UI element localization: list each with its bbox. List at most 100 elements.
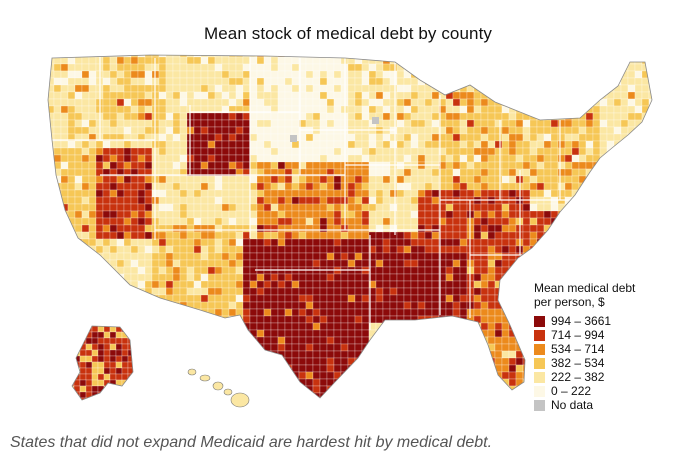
county-cell	[53, 217, 62, 226]
county-cell	[403, 55, 412, 58]
county-cell	[40, 260, 47, 267]
county-cell	[235, 245, 244, 254]
county-cell	[305, 154, 314, 163]
legend-label: No data	[551, 398, 594, 412]
county-cell	[277, 84, 286, 93]
county-cell	[193, 350, 202, 359]
county-cell	[172, 231, 181, 240]
alaska-borough	[134, 320, 140, 326]
alaska-borough	[115, 349, 123, 357]
county-cell	[53, 259, 62, 268]
county-cell	[536, 245, 545, 254]
county-cell	[522, 175, 531, 184]
county-cell	[438, 63, 447, 72]
county-cell	[326, 196, 335, 205]
county-cell	[375, 196, 384, 205]
county-cell	[165, 196, 174, 205]
alaska-borough	[127, 355, 133, 363]
county-cell	[48, 266, 55, 275]
county-cell	[620, 210, 629, 219]
county-cell	[221, 203, 230, 212]
county-cell	[291, 126, 300, 135]
county-cell	[200, 189, 209, 198]
county-cell	[312, 119, 321, 128]
county-cell	[263, 287, 272, 296]
county-cell	[403, 259, 412, 268]
county-cell	[396, 392, 405, 398]
county-cell	[410, 357, 419, 366]
county-cell	[361, 392, 370, 398]
county-cell	[627, 63, 636, 72]
county-cell	[116, 203, 125, 212]
county-cell	[319, 322, 328, 331]
county-cell	[60, 189, 69, 198]
county-cell	[200, 55, 209, 58]
county-cell	[81, 252, 90, 261]
county-cell	[235, 273, 244, 282]
county-cell	[459, 224, 468, 233]
county-cell	[522, 119, 531, 128]
county-cell	[361, 105, 370, 114]
county-cell	[557, 259, 566, 268]
county-cell	[424, 294, 433, 303]
county-cell	[459, 70, 468, 79]
county-cell	[375, 301, 384, 310]
county-cell	[571, 182, 580, 191]
county-cell	[515, 315, 524, 324]
county-cell	[473, 55, 482, 58]
county-cell	[263, 280, 272, 289]
county-cell	[445, 315, 454, 324]
county-cell	[459, 154, 468, 163]
county-cell	[207, 147, 216, 156]
county-cell	[53, 238, 62, 247]
county-cell	[333, 154, 342, 163]
county-cell	[257, 400, 264, 407]
county-cell	[354, 343, 363, 352]
county-cell	[431, 385, 440, 394]
county-cell	[284, 231, 293, 240]
county-cell	[116, 280, 125, 289]
county-cell	[480, 105, 489, 114]
county-cell	[606, 63, 615, 72]
county-cell	[53, 308, 62, 317]
county-cell	[592, 56, 601, 65]
county-cell	[40, 162, 47, 169]
county-cell	[634, 91, 643, 100]
county-cell	[550, 84, 559, 93]
county-cell	[179, 343, 188, 352]
county-cell	[221, 329, 230, 338]
county-cell	[249, 343, 258, 352]
county-cell	[480, 315, 489, 324]
county-cell	[40, 365, 47, 372]
county-cell	[494, 55, 503, 58]
county-cell	[144, 245, 153, 254]
county-cell	[508, 77, 517, 86]
county-cell	[411, 400, 418, 407]
county-cell	[81, 245, 90, 254]
county-cell	[585, 231, 594, 240]
county-cell	[494, 273, 503, 282]
county-cell	[529, 266, 538, 275]
county-cell	[130, 294, 139, 303]
county-cell	[487, 266, 496, 275]
county-cell	[165, 91, 174, 100]
county-cell	[291, 252, 300, 261]
county-cell	[158, 287, 167, 296]
county-cell	[137, 217, 146, 226]
county-cell	[347, 329, 356, 338]
county-cell	[340, 385, 349, 394]
county-cell	[550, 182, 559, 191]
county-cell	[431, 322, 440, 331]
county-cell	[179, 266, 188, 275]
county-cell	[389, 308, 398, 317]
county-cell	[368, 77, 377, 86]
county-cell	[656, 274, 663, 281]
county-cell	[242, 364, 251, 373]
county-cell	[389, 343, 398, 352]
county-cell	[291, 231, 300, 240]
county-cell	[368, 182, 377, 191]
county-cell	[40, 274, 47, 281]
county-cell	[200, 343, 209, 352]
county-cell	[200, 245, 209, 254]
county-cell	[235, 175, 244, 184]
